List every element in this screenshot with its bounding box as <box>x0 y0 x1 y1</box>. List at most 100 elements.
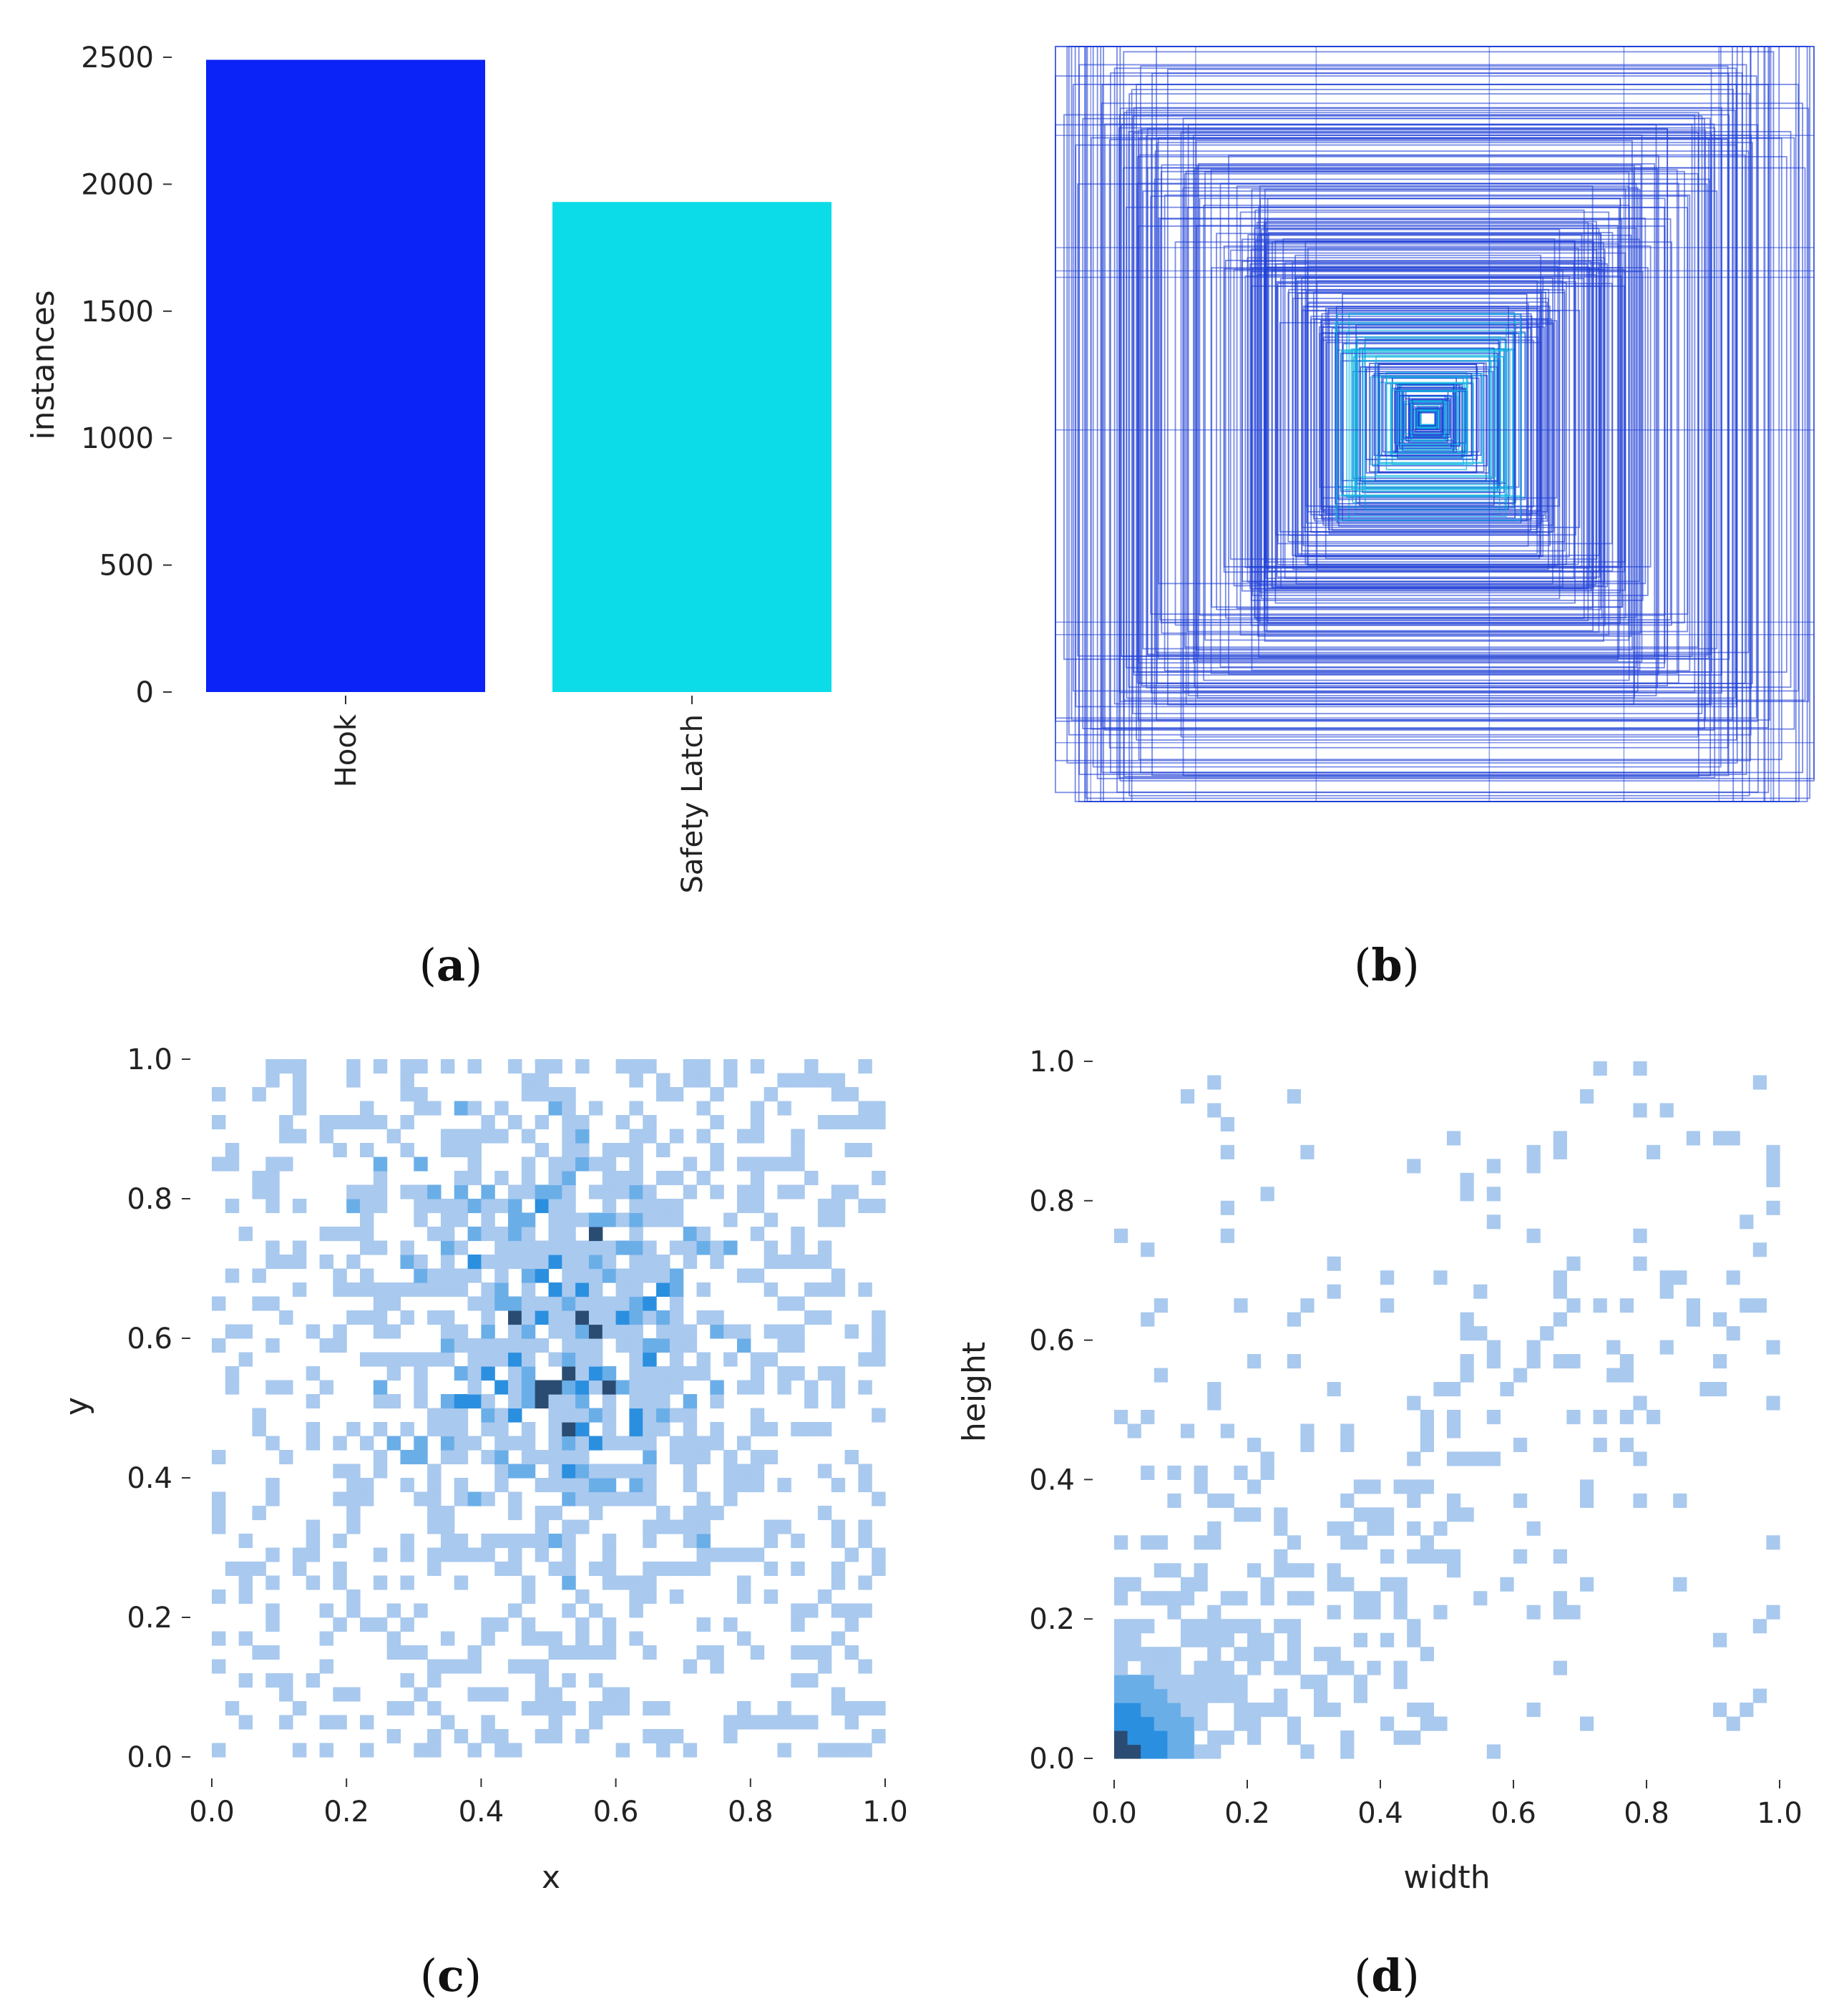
c-heatmap-cell <box>723 1464 738 1479</box>
c-heatmap-cell <box>858 1464 872 1479</box>
a-xtick-label: Hook <box>330 714 363 787</box>
c-heatmap-cell <box>548 1171 562 1186</box>
c-heatmap-cell <box>481 1310 495 1325</box>
c-heatmap-cell <box>279 1673 293 1688</box>
c-heatmap-cell <box>535 1701 550 1716</box>
c-heatmap-cell <box>791 1603 805 1618</box>
d-heatmap-cell <box>1141 1591 1155 1606</box>
d-heatmap-cell <box>1207 1382 1221 1397</box>
d-heatmap-cell <box>1167 1465 1181 1480</box>
c-heatmap-cell <box>508 1212 522 1227</box>
c-heatmap-cell <box>588 1506 603 1521</box>
c-heatmap-cell <box>494 1129 509 1144</box>
c-heatmap-cell <box>602 1268 617 1283</box>
c-heatmap-cell <box>360 1282 374 1297</box>
c-heatmap-cell <box>588 1156 603 1172</box>
c-heatmap-cell <box>414 1743 428 1758</box>
c-heatmap-cell <box>440 1212 455 1227</box>
c-heatmap-cell <box>548 1282 562 1297</box>
c-heatmap-cell <box>588 1324 603 1339</box>
c-heatmap-cell <box>750 1268 765 1283</box>
c-heatmap-cell <box>481 1491 495 1506</box>
c-heatmap-cell <box>575 1255 590 1270</box>
c-heatmap-cell <box>400 1547 414 1562</box>
c-heatmap-cell <box>804 1645 819 1660</box>
c-heatmap-cell <box>696 1227 711 1242</box>
c-heatmap-cell <box>817 1366 832 1381</box>
c-heatmap-cell <box>723 1450 738 1465</box>
c-heatmap-cell <box>360 1478 374 1493</box>
c-heatmap-cell <box>575 1394 590 1409</box>
c-heatmap-cell <box>777 1073 791 1088</box>
c-heatmap-cell <box>831 1115 846 1130</box>
c-heatmap-cell <box>508 1534 522 1549</box>
c-heatmap-cell <box>575 1268 590 1283</box>
d-heatmap-cell <box>1194 1465 1208 1480</box>
bounding-box <box>1194 168 1658 688</box>
d-heatmap-cell <box>1114 1619 1128 1634</box>
bounding-box <box>1154 150 1750 653</box>
c-heatmap-cell <box>629 1422 643 1437</box>
c-heatmap-cell <box>265 1645 280 1660</box>
d-heatmap-cell <box>1247 1479 1262 1494</box>
d-heatmap-cell <box>1274 1549 1288 1564</box>
c-heatmap-cell <box>710 1659 724 1674</box>
d-heatmap-cell <box>1181 1716 1195 1731</box>
c-heatmap-cell <box>414 1255 428 1270</box>
c-heatmap-cell <box>710 1087 724 1102</box>
d-xtick-label: 0.8 <box>1624 1797 1669 1830</box>
bounding-box <box>1391 389 1467 454</box>
d-heatmap-cell <box>1114 1730 1128 1745</box>
bounding-box <box>1249 263 1588 590</box>
c-heatmap-cell <box>588 1436 603 1451</box>
c-heatmap-cell <box>440 1394 455 1409</box>
d-heatmap-cell <box>1247 1354 1262 1369</box>
bounding-box <box>1316 280 1564 572</box>
d-heatmap-cell <box>1340 1535 1355 1550</box>
d-heatmap-cell <box>1580 1089 1594 1104</box>
c-heatmap-cell <box>562 1212 576 1227</box>
c-heatmap-cell <box>373 1296 388 1311</box>
c-heatmap-cell <box>225 1701 240 1716</box>
d-ytick-label: 1.0 <box>1029 1046 1075 1078</box>
c-heatmap-cell <box>791 1255 805 1270</box>
d-heatmap-cell <box>1314 1688 1328 1703</box>
c-heatmap-cell <box>454 1491 469 1506</box>
c-heatmap-cell <box>777 1519 791 1534</box>
c-heatmap-cell <box>629 1073 643 1088</box>
d-heatmap-cell <box>1447 1131 1461 1146</box>
c-heatmap-cell <box>386 1394 401 1409</box>
c-heatmap-cell <box>494 1422 509 1437</box>
d-heatmap-cell <box>1247 1507 1262 1522</box>
c-heatmap-cell <box>494 1199 509 1214</box>
c-heatmap-cell <box>467 1156 482 1172</box>
c-heatmap-cell <box>844 1701 859 1716</box>
c-heatmap-cell <box>602 1701 617 1716</box>
c-heatmap-cell <box>602 1199 617 1214</box>
c-heatmap-cell <box>333 1268 347 1283</box>
d-heatmap-cell <box>1447 1382 1461 1397</box>
c-heatmap-cell <box>481 1715 495 1730</box>
d-heatmap-cell <box>1367 1479 1381 1494</box>
c-heatmap-cell <box>669 1240 684 1255</box>
c-heatmap-cell <box>683 1562 698 1577</box>
c-heatmap-cell <box>535 1296 550 1311</box>
c-heatmap-cell <box>588 1380 603 1395</box>
c-heatmap-cell <box>777 1366 791 1381</box>
c-heatmap-cell <box>414 1491 428 1506</box>
c-heatmap-cell <box>602 1310 617 1325</box>
d-heatmap-cell <box>1194 1632 1208 1647</box>
c-heatmap-cell <box>643 1394 657 1409</box>
c-heatmap-cell <box>575 1240 590 1255</box>
c-heatmap-cell <box>212 1450 226 1465</box>
d-heatmap-cell <box>1181 1577 1195 1592</box>
d-heatmap-cell <box>1713 1354 1727 1369</box>
c-heatmap-cell <box>710 1156 724 1172</box>
bounding-box <box>1121 124 1693 658</box>
d-heatmap-cell <box>1114 1228 1128 1243</box>
d-heatmap-cell <box>1153 1730 1168 1745</box>
c-heatmap-cell <box>575 1059 590 1074</box>
c-heatmap-cell <box>629 1240 643 1255</box>
d-heatmap-cell <box>1234 1688 1248 1703</box>
c-heatmap-cell <box>427 1282 442 1297</box>
